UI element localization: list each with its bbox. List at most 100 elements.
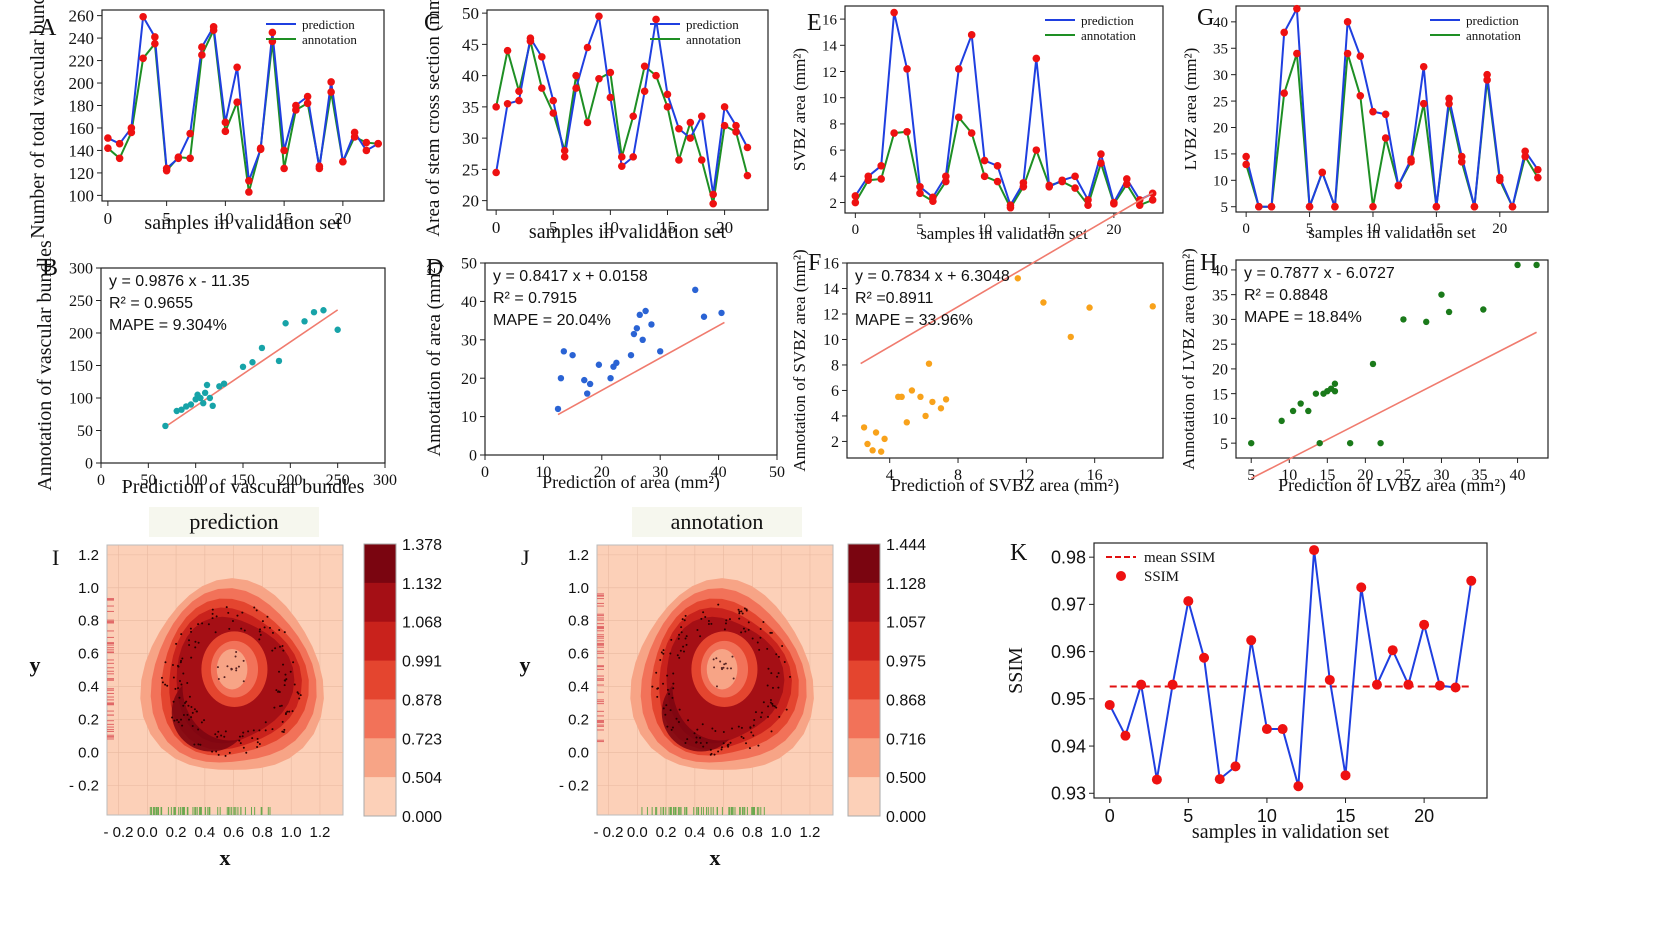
x-tick-label: - 0.2 — [594, 824, 624, 841]
sample-dot — [679, 649, 682, 652]
y-tick-label: 120 — [69, 164, 95, 183]
sample-dot — [741, 612, 744, 615]
data-point — [1369, 202, 1377, 211]
scatter-point — [1377, 439, 1384, 447]
data-point — [198, 51, 206, 59]
colorbar-label: 1.068 — [402, 615, 442, 632]
sample-dot — [226, 665, 229, 668]
ssim-point — [1261, 724, 1272, 735]
y-axis-label: SVBZ area (mm²) — [790, 48, 809, 171]
sample-dot — [251, 737, 254, 740]
ssim-point — [1230, 761, 1241, 772]
y-tick-label: 50 — [461, 256, 477, 273]
sample-dot — [758, 648, 761, 651]
y-tick-label: 0.95 — [1051, 689, 1086, 709]
sample-dot — [238, 735, 241, 738]
data-point — [139, 12, 147, 21]
y-tick-label: 30 — [462, 129, 479, 148]
sample-dot — [680, 626, 683, 629]
data-point — [732, 121, 740, 130]
scatter-point — [220, 380, 228, 387]
contour-peak — [661, 685, 730, 752]
data-point — [245, 176, 253, 185]
x-tick-label: 10 — [602, 218, 619, 237]
y-tick-label: 0.2 — [78, 712, 99, 729]
x-tick-label: 5 — [1306, 221, 1314, 237]
sample-dot — [268, 626, 271, 629]
colorbar-label: 0.504 — [402, 770, 442, 787]
x-tick-label: 5 — [1183, 806, 1193, 826]
x-tick-label: 10 — [535, 464, 551, 481]
plot-title: prediction — [189, 509, 278, 534]
data-point — [595, 74, 603, 83]
scatter-point — [200, 400, 207, 407]
data-point — [1445, 94, 1453, 103]
sample-dot — [777, 686, 780, 689]
data-point — [851, 192, 860, 200]
data-point — [303, 92, 312, 101]
colorbar-frame — [847, 543, 881, 817]
scatter-point — [864, 440, 871, 448]
scatter-point — [249, 359, 256, 366]
y-tick-label: 0 — [469, 448, 477, 465]
scatter-point — [282, 320, 289, 327]
scatter-point — [692, 286, 699, 294]
sample-dot — [762, 621, 765, 624]
data-point — [980, 156, 989, 165]
sample-dot — [230, 668, 233, 671]
y-tick-label: 10 — [1212, 411, 1228, 428]
colorbar-label: 1.378 — [402, 537, 442, 554]
y-axis-label: Annotation of area (mm²) — [424, 261, 445, 456]
y-axis-label: SSIM — [1005, 647, 1027, 694]
plot-frame — [484, 262, 778, 456]
sample-dot — [283, 679, 286, 682]
x-axis-label: x — [220, 845, 231, 870]
sample-dot — [662, 707, 665, 710]
data-point — [929, 193, 937, 202]
sample-dot — [719, 660, 722, 663]
y-axis-label: Area of stem cross section (mm²) — [423, 0, 444, 237]
data-point — [1369, 107, 1377, 116]
sample-dot — [724, 662, 727, 665]
data-point — [1293, 4, 1301, 13]
x-tick-label: 100 — [184, 472, 208, 489]
colorbar-segment — [364, 660, 396, 700]
sample-dot — [710, 622, 713, 625]
ssim-point — [1277, 724, 1288, 735]
y-tick-label: 45 — [462, 35, 479, 54]
sample-dot — [285, 712, 288, 715]
scatter-point — [627, 351, 635, 359]
data-point — [903, 127, 911, 136]
sample-dot — [659, 658, 662, 661]
x-tick-label: 15 — [1429, 221, 1444, 237]
sample-dot — [760, 711, 763, 714]
scatter-point — [922, 412, 929, 420]
data-point — [916, 182, 924, 191]
sample-dot — [279, 645, 282, 648]
ssim-point — [1309, 545, 1320, 556]
scatter-point — [1316, 439, 1323, 447]
sample-dot — [258, 742, 261, 745]
data-point — [743, 171, 752, 180]
title-banner — [149, 507, 319, 537]
data-point — [1445, 99, 1453, 108]
x-tick-label: 0.4 — [684, 824, 705, 841]
sample-dot — [678, 708, 681, 711]
scatter-point — [206, 394, 214, 402]
sample-dot — [253, 606, 256, 609]
colorbar-segment — [364, 777, 396, 817]
sample-dot — [188, 644, 191, 647]
panel-letter: F — [808, 250, 821, 276]
y-tick-label: 1.0 — [78, 580, 99, 597]
y-tick-label: - 0.2 — [69, 777, 99, 794]
fit-annotation: R² =0.8911 — [855, 290, 934, 307]
sample-dot — [258, 729, 261, 732]
y-tick-label: 16 — [822, 12, 838, 28]
y-tick-label: 0.0 — [568, 744, 589, 761]
ssim-point — [1183, 596, 1194, 607]
sample-dot — [275, 689, 278, 692]
annotation-line — [107, 26, 379, 193]
scatter-point — [595, 361, 603, 368]
y-tick-label: 10 — [823, 332, 839, 349]
scatter-point — [1331, 380, 1339, 387]
